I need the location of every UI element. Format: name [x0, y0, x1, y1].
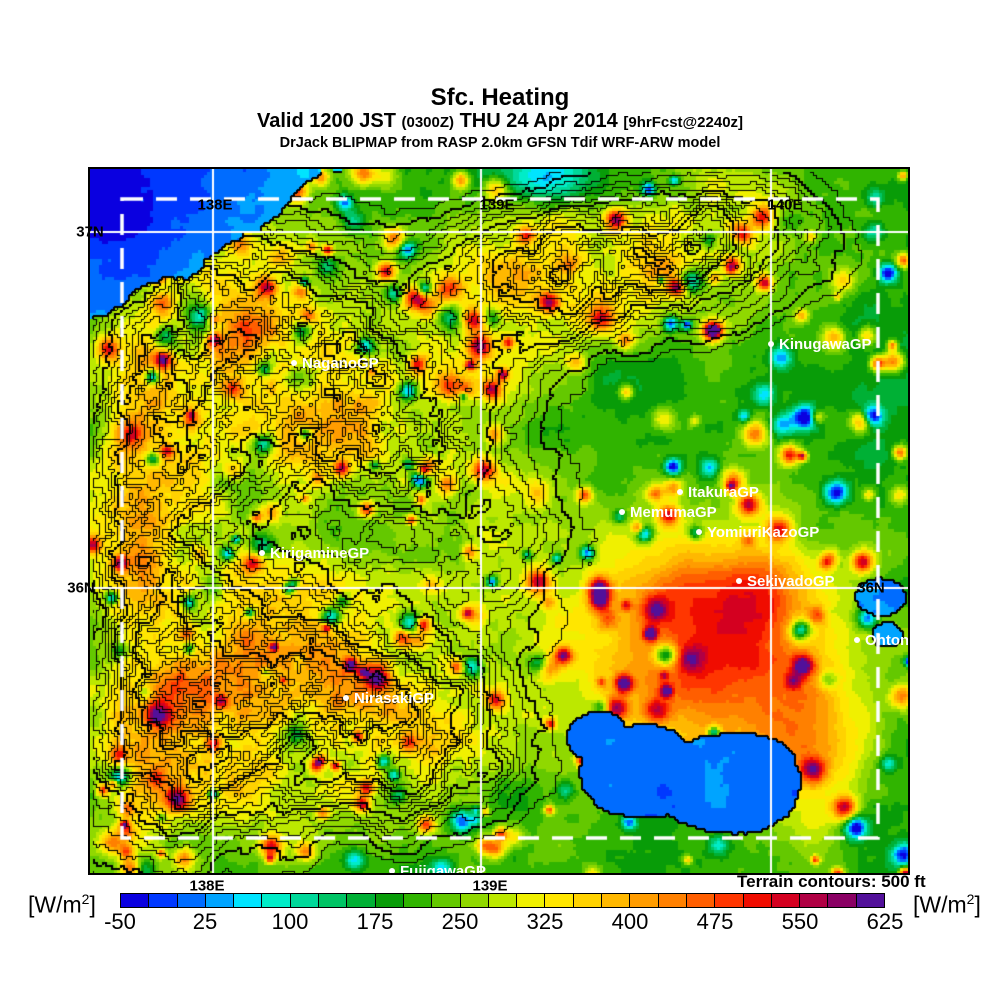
unit-label-left: [W/m2]: [28, 891, 96, 918]
site-label-ohtonegp: OhtoneGP: [854, 632, 910, 649]
colorbar-tick-25: 25: [192, 909, 218, 934]
colorbar-cell-22: [742, 894, 771, 907]
color-scale-bar: [120, 893, 885, 908]
site-dot-icon: [343, 695, 349, 701]
colorbar-cell-16: [572, 894, 602, 907]
colorbar-cell-18: [629, 894, 658, 907]
site-label-memumagp: MemumaGP: [619, 505, 717, 521]
site-dot-icon: [736, 578, 742, 584]
valid-date: THU 24 Apr 2014: [454, 110, 624, 132]
colorbar-tick--50: -50: [104, 909, 136, 934]
colorbar-cell-17: [601, 894, 630, 907]
site-name: NirasakiGP: [354, 690, 435, 707]
colorbar-tick-625: 625: [866, 909, 904, 934]
site-name: OhtoneGP: [865, 632, 910, 649]
colorbar-cell-25: [827, 894, 856, 907]
site-dot-icon: [854, 637, 860, 643]
colorbar-cell-20: [685, 894, 715, 907]
valid-prefix: Valid 1200 JST: [256, 110, 402, 132]
colorbar-cell-11: [431, 894, 460, 907]
colorbar-tick-400: 400: [611, 909, 649, 934]
colorbar-tick-550: 550: [781, 909, 819, 934]
heatmap-canvas: [90, 169, 908, 873]
colorbar-cell-19: [657, 894, 686, 907]
colorbar-cell-5: [261, 894, 290, 907]
colorbar-cell-23: [770, 894, 800, 907]
site-label-sekiyadogp: SekiyadoGP: [736, 574, 835, 590]
colorbar-cell-0: [121, 894, 149, 907]
site-dot-icon: [677, 489, 683, 495]
valid-time-line: Valid 1200 JST (0300Z) THU 24 Apr 2014 […: [0, 110, 1000, 133]
site-label-itakuragp: ItakuraGP: [677, 485, 759, 501]
model-line: DrJack BLIPMAP from RASP 2.0km GFSN Tdif…: [279, 135, 721, 151]
colorbar-tick-100: 100: [271, 909, 309, 934]
colorbar-cell-14: [516, 894, 545, 907]
colorbar-cell-9: [374, 894, 403, 907]
colorbar-cell-10: [402, 894, 432, 907]
colorbar-cell-12: [459, 894, 488, 907]
site-dot-icon: [259, 550, 265, 556]
site-label-fujigawagp: FujigawaGP: [389, 863, 486, 875]
meridian-label-bottom-139e: 139E: [472, 877, 508, 895]
colorbar-tick-250: 250: [441, 909, 479, 934]
site-label-nirasakigp: NirasakiGP: [343, 691, 434, 707]
colorbar-cell-6: [289, 894, 319, 907]
site-dot-icon: [768, 341, 774, 347]
site-dot-icon: [696, 529, 702, 535]
site-dot-icon: [619, 509, 625, 515]
colorbar-cell-15: [544, 894, 573, 907]
site-name: ItakuraGP: [688, 484, 759, 501]
site-label-kirigaminegp: KirigamineGP: [259, 546, 369, 562]
valid-fcst: [9hrFcst@2240z]: [623, 114, 744, 131]
colorbar-cell-4: [233, 894, 262, 907]
colorbar-cell-8: [346, 894, 375, 907]
colorbar-cell-3: [204, 894, 234, 907]
site-name: FujigawaGP: [400, 863, 486, 875]
colorbar-cell-13: [487, 894, 517, 907]
site-name: KinugawaGP: [779, 336, 872, 353]
site-name: KirigamineGP: [270, 545, 370, 562]
colorbar-cell-21: [714, 894, 743, 907]
site-label-yomiurikazogp: YomiuriKazoGP: [696, 525, 819, 541]
terrain-contours-note: Terrain contours: 500 ft: [737, 872, 926, 891]
site-name: SekiyadoGP: [747, 573, 835, 590]
site-dot-icon: [291, 360, 297, 366]
meridian-label-bottom-138e: 138E: [189, 877, 225, 895]
forecast-map: NaganoGP KinugawaGP ItakuraGP MemumaGP Yomiu…: [88, 167, 910, 875]
colorbar-cell-7: [318, 894, 347, 907]
site-label-kinugawagp: KinugawaGP: [768, 337, 872, 353]
site-name: NaganoGP: [302, 355, 379, 372]
colorbar-tick-175: 175: [356, 909, 394, 934]
colorbar-tick-325: 325: [526, 909, 564, 934]
unit-label-right: [W/m2]: [913, 891, 981, 918]
colorbar-cell-2: [176, 894, 205, 907]
site-dot-icon: [389, 868, 395, 873]
site-label-naganogp: NaganoGP: [291, 356, 379, 372]
colorbar-cell-24: [799, 894, 828, 907]
colorbar-cell-1: [148, 894, 177, 907]
site-name: MemumaGP: [630, 504, 717, 521]
valid-zulu: (0300Z): [401, 114, 455, 131]
site-name: YomiuriKazoGP: [707, 524, 820, 541]
colorbar-tick-475: 475: [696, 909, 734, 934]
page-title: Sfc. Heating: [430, 84, 570, 111]
colorbar-cell-26: [855, 894, 885, 907]
